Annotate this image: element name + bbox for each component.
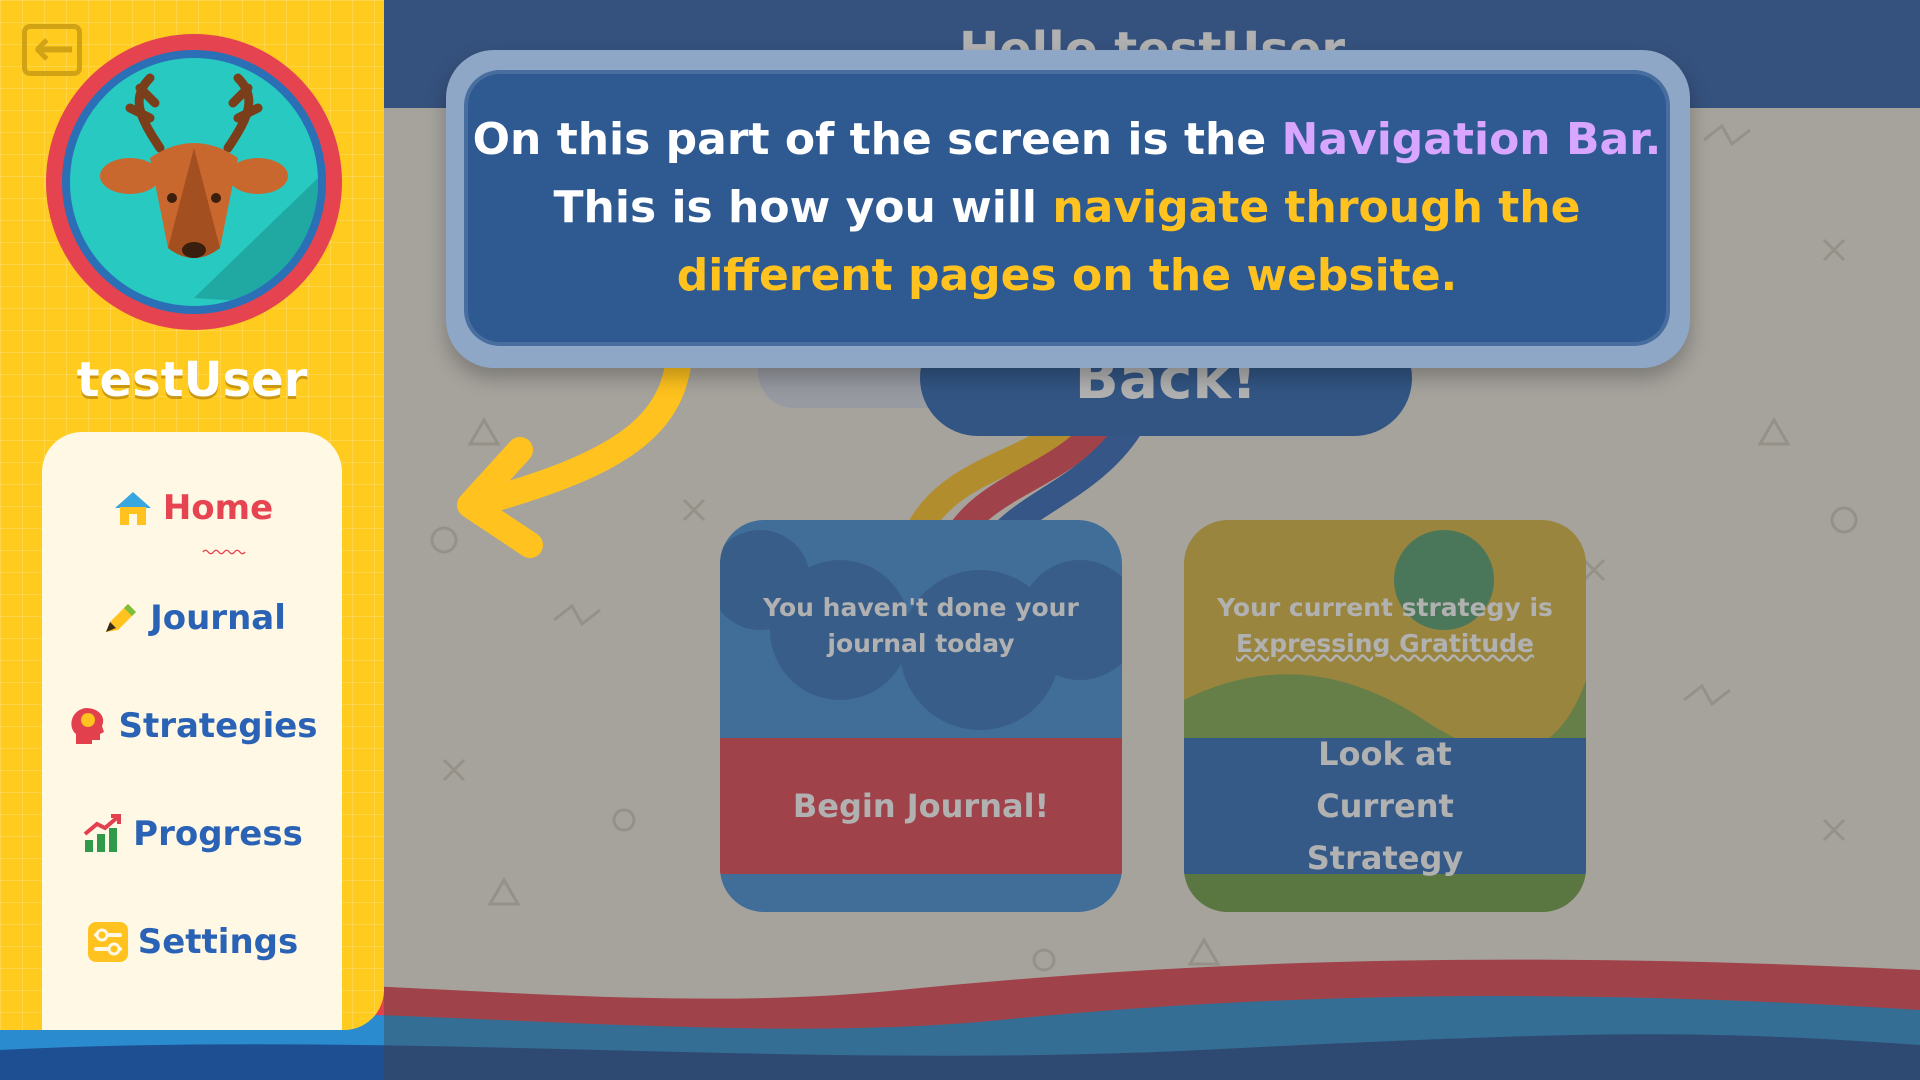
sidebar-item-progress[interactable]: Progress bbox=[42, 804, 342, 864]
pointer-arrow bbox=[457, 340, 693, 558]
pencil-icon bbox=[106, 604, 137, 632]
begin-journal-button[interactable]: Begin Journal! bbox=[720, 738, 1122, 874]
sidebar-item-label: Home bbox=[162, 488, 274, 528]
chart-up-icon bbox=[83, 814, 122, 852]
strategy-card: Your current strategy is Expressing Grat… bbox=[1184, 520, 1586, 912]
sidebar-item-home[interactable]: Home bbox=[42, 478, 342, 555]
look-at-strategy-button[interactable]: Look at Current Strategy bbox=[1184, 735, 1586, 877]
tooltip-text-part1: On this part of the screen is the bbox=[472, 114, 1282, 165]
logout-icon[interactable] bbox=[22, 19, 82, 77]
strategy-status-text: Your current strategy is Expressing Grat… bbox=[1204, 590, 1566, 662]
house-icon bbox=[114, 492, 151, 525]
tutorial-tooltip-text: On this part of the screen is the Naviga… bbox=[464, 106, 1670, 310]
journal-status-text: You haven't done your journal today bbox=[763, 593, 1079, 658]
tooltip-highlight-navigate: navigate through the different pages on … bbox=[676, 182, 1581, 301]
sidebar-item-label: Journal bbox=[150, 598, 286, 638]
sidebar-item-label: Settings bbox=[137, 922, 299, 962]
strategy-name: Expressing Gratitude bbox=[1236, 629, 1534, 658]
sidebar-item-strategies[interactable]: Strategies bbox=[42, 696, 342, 756]
sidebar-item-label: Progress bbox=[133, 814, 303, 854]
deer-icon bbox=[62, 50, 326, 314]
username-label: testUser bbox=[76, 352, 308, 408]
sidebar-item-label: Strategies bbox=[118, 706, 318, 746]
journal-card: You haven't done your journal today Begi… bbox=[720, 520, 1122, 912]
cloud-decoration bbox=[720, 530, 1122, 730]
wave-decoration bbox=[0, 959, 1920, 1080]
tutorial-tooltip-body bbox=[464, 70, 1670, 346]
sliders-icon bbox=[87, 922, 128, 962]
sidebar-item-settings[interactable]: Settings bbox=[42, 912, 342, 972]
strategy-prefix: Your current strategy is bbox=[1217, 593, 1553, 622]
tooltip-highlight-nav-bar: Navigation Bar. bbox=[1281, 114, 1662, 165]
active-underline bbox=[202, 549, 246, 555]
head-lightbulb-icon bbox=[71, 708, 105, 744]
sidebar-item-journal[interactable]: Journal bbox=[42, 588, 342, 648]
tooltip-text-part2: This is how you will bbox=[553, 182, 1053, 233]
